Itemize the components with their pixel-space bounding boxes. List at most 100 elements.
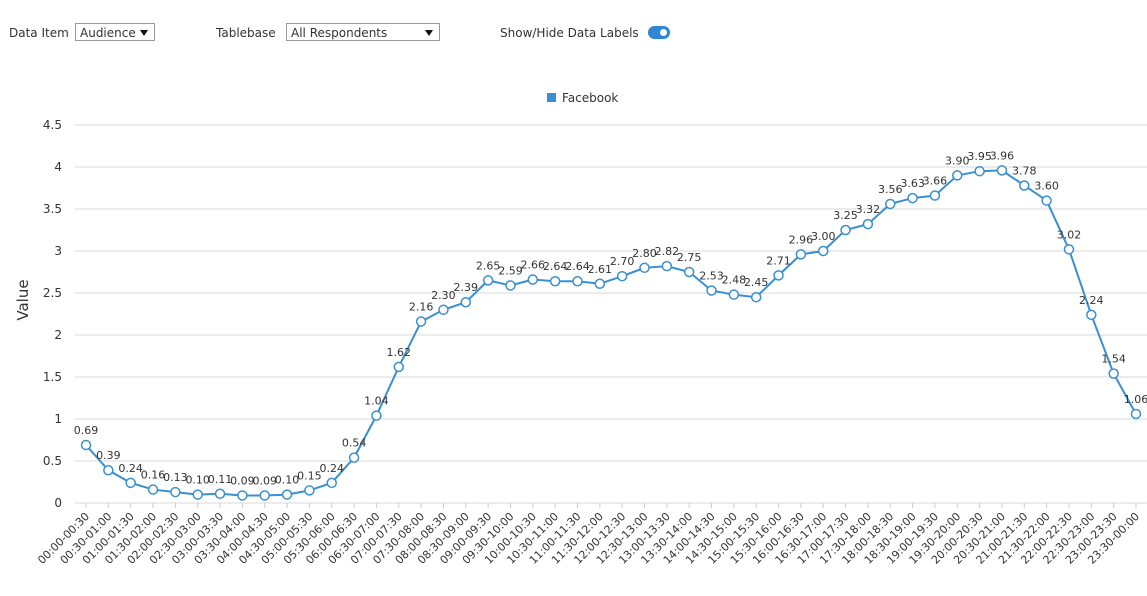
data-label: 0.13	[163, 471, 188, 484]
data-label: 3.60	[1034, 180, 1059, 193]
dropdown-arrow	[140, 30, 148, 36]
legend-label: Facebook	[562, 91, 618, 105]
legend-swatch	[547, 93, 556, 102]
data-point	[639, 262, 650, 274]
data-point	[259, 490, 270, 501]
data-label: 0.10	[275, 474, 300, 487]
data-label: 3.95	[967, 150, 992, 163]
data-point	[505, 280, 516, 291]
data-point	[974, 165, 985, 177]
data-point	[482, 275, 494, 286]
toggle-label: Show/Hide Data Labels	[500, 26, 639, 40]
data-labels-toggle[interactable]	[648, 26, 670, 39]
data-label: 2.61	[588, 263, 613, 276]
data-point	[103, 464, 114, 476]
chart: Value 00.511.522.533.544.500:00-00:3000:…	[14, 91, 1147, 567]
data-point	[594, 278, 606, 290]
data-point	[438, 304, 449, 316]
data-label: 2.30	[431, 289, 456, 302]
data-item-select[interactable]: Audience	[75, 23, 155, 41]
y-tick-label: 4.5	[43, 118, 62, 132]
data-label: 2.70	[610, 255, 635, 268]
data-point	[415, 316, 427, 327]
data-item-value: Audience	[80, 26, 136, 40]
data-label: 0.69	[74, 424, 99, 437]
data-label: 1.06	[1124, 393, 1147, 406]
data-point	[125, 477, 136, 489]
data-label: 2.80	[632, 247, 657, 260]
data-label: 0.10	[185, 474, 210, 487]
data-point	[996, 165, 1008, 176]
data-point	[1041, 195, 1052, 206]
data-point	[170, 486, 181, 498]
data-point	[706, 285, 717, 296]
y-tick-label: 0	[54, 496, 62, 510]
data-point	[393, 361, 405, 373]
data-label: 2.82	[655, 245, 680, 258]
y-tick-label: 0.5	[43, 454, 62, 468]
data-label: 3.63	[900, 177, 925, 190]
data-label: 3.02	[1057, 228, 1082, 241]
data-point	[952, 170, 963, 181]
data-label: 2.16	[409, 301, 434, 314]
tablebase-select[interactable]: All Respondents	[286, 23, 440, 41]
data-label: 0.09	[230, 474, 255, 487]
data-point	[907, 192, 918, 204]
tablebase-label: Tablebase	[216, 26, 276, 40]
data-label: 1.04	[364, 395, 389, 408]
y-tick-label: 2	[54, 328, 62, 342]
data-point	[1108, 368, 1119, 379]
data-point	[661, 260, 673, 272]
data-label: 0.11	[208, 473, 233, 486]
data-label: 1.54	[1101, 353, 1126, 366]
data-item-label: Data Item	[9, 26, 69, 40]
data-point	[773, 270, 784, 281]
data-point	[527, 274, 539, 285]
data-point	[1063, 244, 1075, 255]
data-point	[147, 484, 159, 495]
data-point	[214, 488, 226, 500]
y-tick-label: 1.5	[43, 370, 62, 384]
y-tick-label: 3.5	[43, 202, 62, 216]
data-point	[884, 198, 896, 210]
y-tick-label: 1	[54, 412, 62, 426]
data-point	[616, 270, 628, 282]
data-point	[460, 296, 472, 308]
data-point	[817, 245, 829, 257]
data-point	[750, 291, 762, 303]
data-label: 2.75	[677, 251, 702, 264]
toolbar: Data Item Audience Tablebase All Respond…	[0, 0, 1147, 66]
data-point	[862, 218, 874, 230]
data-label: 3.00	[811, 230, 836, 243]
data-label: 3.78	[1012, 164, 1037, 177]
data-label: 2.39	[454, 281, 479, 294]
data-point	[237, 490, 248, 501]
data-label: 3.25	[833, 209, 858, 222]
data-point	[683, 266, 695, 278]
data-label: 3.66	[923, 175, 948, 188]
data-label: 2.65	[476, 259, 501, 272]
data-label: 2.59	[498, 264, 523, 277]
data-label: 3.56	[878, 183, 903, 196]
data-point	[1130, 408, 1142, 420]
data-label: 0.15	[297, 469, 322, 482]
data-point	[549, 275, 561, 287]
data-point	[572, 275, 583, 287]
data-point	[192, 489, 203, 500]
y-axis-label: Value	[14, 279, 32, 320]
data-label: 2.71	[766, 254, 791, 267]
data-point	[304, 485, 315, 496]
data-label: 0.39	[96, 449, 121, 462]
data-point	[795, 249, 807, 260]
data-label: 0.54	[342, 437, 367, 450]
data-label: 3.90	[945, 154, 970, 167]
data-point	[281, 489, 293, 500]
toggle-knob	[660, 29, 667, 36]
dropdown-arrow	[425, 30, 433, 36]
series-line	[85, 169, 1137, 497]
data-label: 2.24	[1079, 294, 1104, 307]
data-label: 3.96	[990, 149, 1015, 162]
data-label: 2.53	[699, 269, 724, 282]
data-label: 2.45	[744, 276, 769, 289]
